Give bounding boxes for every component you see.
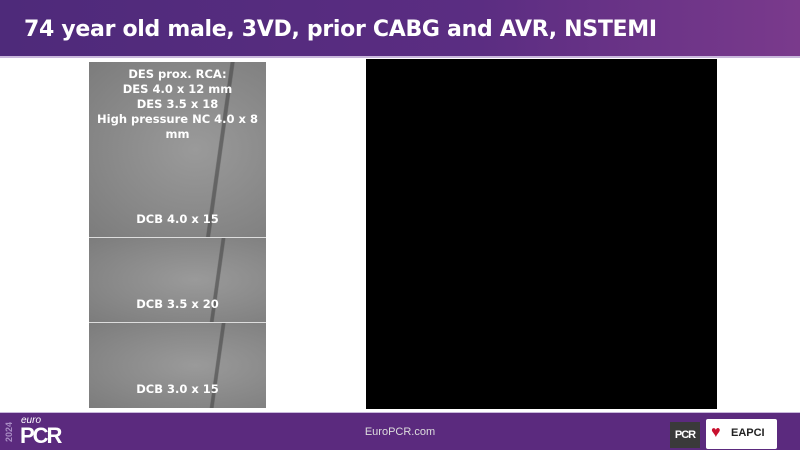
annotation-line: mm <box>165 127 190 141</box>
europcr-logo: PCR <box>20 423 62 448</box>
annotation-dcb-1: DCB 4.0 x 15 <box>136 212 219 226</box>
angiogram-image: DES prox. RCA: DES 4.0 x 12 mm DES 3.5 x… <box>89 62 266 408</box>
eapci-logo: ♥ EAPCI <box>706 419 777 449</box>
slide-header: 74 year old male, 3VD, prior CABG and AV… <box>0 0 800 58</box>
pcr-logo: PCR <box>670 422 700 448</box>
annotation-line: High pressure NC 4.0 x 8 <box>97 112 258 126</box>
slide-title: 74 year old male, 3VD, prior CABG and AV… <box>24 17 657 42</box>
annotation-line: DES 3.5 x 18 <box>136 97 219 111</box>
brand-small: euro <box>21 415 42 426</box>
guidewire <box>89 62 266 237</box>
annotation-line: DES prox. RCA: <box>128 67 227 81</box>
guidewire <box>89 323 266 408</box>
annotation-dcb-2: DCB 3.5 x 20 <box>136 297 219 311</box>
eapci-label: EAPCI <box>731 427 765 439</box>
annotation-des: DES prox. RCA: DES 4.0 x 12 mm DES 3.5 x… <box>89 67 266 142</box>
angio-panel-3: DCB 3.0 x 15 <box>89 323 266 408</box>
angio-panel-1: DES prox. RCA: DES 4.0 x 12 mm DES 3.5 x… <box>89 62 266 237</box>
guidewire <box>89 238 266 322</box>
slide-footer: 2024 euro PCR EuroPCR.com PCR ♥ EAPCI <box>0 412 800 450</box>
website-link[interactable]: EuroPCR.com <box>364 426 436 438</box>
heart-icon: ♥ <box>711 424 721 441</box>
annotation-dcb-3: DCB 3.0 x 15 <box>136 382 219 396</box>
annotation-line: DES 4.0 x 12 mm <box>122 82 233 96</box>
video-player[interactable] <box>366 59 717 409</box>
divider <box>89 237 266 238</box>
angio-panel-2: DCB 3.5 x 20 <box>89 238 266 322</box>
divider <box>89 322 266 323</box>
